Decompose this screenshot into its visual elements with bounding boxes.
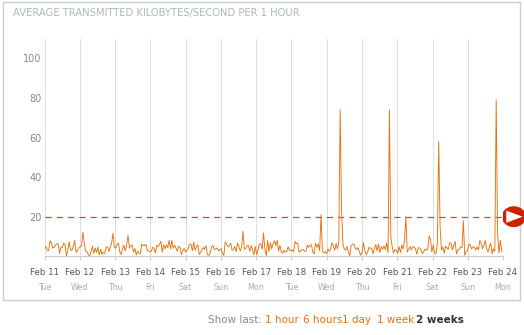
- Text: Feb 22: Feb 22: [418, 268, 447, 277]
- Text: 1 week: 1 week: [377, 315, 414, 325]
- Text: Sun: Sun: [460, 283, 475, 292]
- Text: Wed: Wed: [318, 283, 335, 292]
- Text: Feb 18: Feb 18: [277, 268, 306, 277]
- Text: Feb 12: Feb 12: [66, 268, 94, 277]
- Text: 1: 1: [522, 207, 524, 216]
- Text: 1 day: 1 day: [342, 315, 371, 325]
- Text: Feb 19: Feb 19: [312, 268, 341, 277]
- Text: 6 hours: 6 hours: [303, 315, 342, 325]
- Text: Show last:: Show last:: [208, 315, 262, 325]
- Text: Feb 13: Feb 13: [101, 268, 129, 277]
- Text: Sat: Sat: [179, 283, 192, 292]
- Text: Sat: Sat: [426, 283, 439, 292]
- Text: Fri: Fri: [146, 283, 155, 292]
- Text: Sun: Sun: [213, 283, 228, 292]
- Circle shape: [502, 206, 524, 227]
- Text: Feb 20: Feb 20: [347, 268, 377, 277]
- Text: Wed: Wed: [71, 283, 89, 292]
- Text: Feb 16: Feb 16: [206, 268, 235, 277]
- Text: Feb 14: Feb 14: [136, 268, 165, 277]
- Text: Feb 24: Feb 24: [488, 268, 518, 277]
- Polygon shape: [506, 211, 522, 223]
- Text: Feb 15: Feb 15: [171, 268, 200, 277]
- Text: Feb 23: Feb 23: [453, 268, 482, 277]
- Text: Feb 17: Feb 17: [242, 268, 271, 277]
- Text: Feb 11: Feb 11: [30, 268, 59, 277]
- Text: Tue: Tue: [38, 283, 51, 292]
- Text: Mon: Mon: [248, 283, 265, 292]
- Text: Feb 21: Feb 21: [383, 268, 412, 277]
- Text: Thu: Thu: [355, 283, 369, 292]
- Text: AVERAGE TRANSMITTED KILOBYTES/SECOND PER 1 HOUR: AVERAGE TRANSMITTED KILOBYTES/SECOND PER…: [13, 8, 300, 18]
- Text: 1 hour: 1 hour: [265, 315, 299, 325]
- Text: Thu: Thu: [108, 283, 123, 292]
- Text: Fri: Fri: [392, 283, 402, 292]
- Text: Tue: Tue: [285, 283, 298, 292]
- Text: Mon: Mon: [495, 283, 511, 292]
- Text: 2 weeks: 2 weeks: [416, 315, 463, 325]
